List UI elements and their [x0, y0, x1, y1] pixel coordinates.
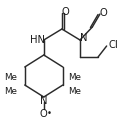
Text: O: O: [100, 8, 108, 18]
Text: HN: HN: [30, 35, 45, 45]
Text: Me: Me: [4, 86, 17, 96]
Text: Me: Me: [4, 72, 17, 81]
Text: Cl: Cl: [108, 40, 118, 50]
Text: O: O: [40, 109, 48, 119]
Text: •: •: [47, 110, 52, 118]
Text: O: O: [62, 7, 70, 17]
Text: N: N: [40, 96, 48, 106]
Text: N: N: [80, 33, 88, 43]
Text: Me: Me: [68, 72, 81, 81]
Text: Me: Me: [68, 86, 81, 96]
